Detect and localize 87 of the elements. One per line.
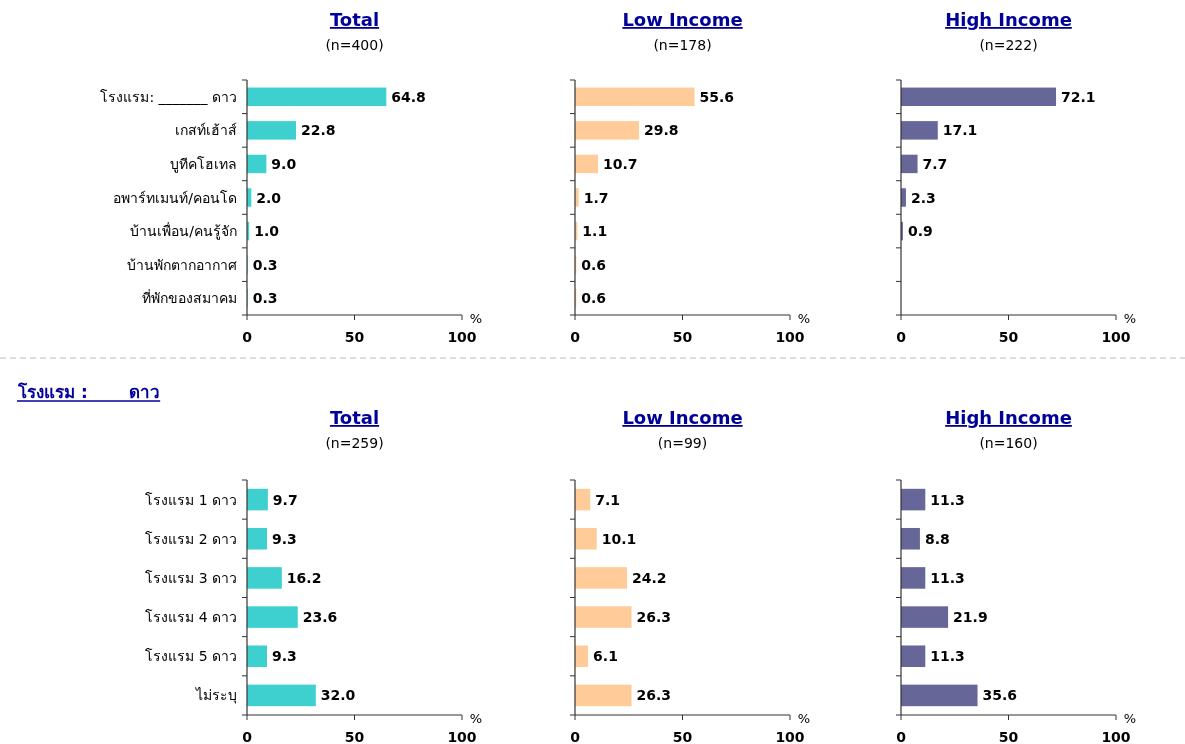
y-tick-label: บ้านเพื่อน/คนรู้จัก: [130, 222, 237, 241]
data-label: 17.1: [942, 122, 978, 139]
y-tick-label: เกสท์เฮ้าส์: [175, 122, 237, 139]
data-label: 55.6: [699, 88, 735, 105]
chart-subtitle: (n=222): [979, 37, 1038, 53]
y-tick-label: บ้านพักตากอากาศ: [127, 256, 237, 273]
data-label: 0.3: [252, 256, 278, 273]
x-tick-label: 50: [998, 329, 1019, 345]
data-label: 24.2: [632, 569, 667, 586]
data-label: 35.6: [982, 687, 1018, 704]
y-tick-label: โรงแรม 4 ดาว: [145, 609, 237, 626]
x-tick-label: 100: [775, 729, 805, 744]
x-tick-label: 100: [775, 329, 805, 345]
chart-title: High Income: [945, 407, 1072, 428]
data-label: 0.6: [581, 290, 607, 307]
data-label: 16.2: [286, 569, 322, 586]
y-tick-label: ที่พักของสมาคม: [142, 289, 237, 307]
x-tick-label: 0: [896, 729, 907, 744]
chart-title: Total: [329, 407, 380, 428]
chart-subtitle: (n=160): [979, 435, 1038, 451]
chart-title: Low Income: [622, 9, 743, 30]
chart-subtitle: (n=178): [653, 37, 712, 53]
x-tick-label: 0: [570, 329, 581, 345]
data-label: 7.7: [922, 155, 948, 172]
data-label: 22.8: [301, 122, 336, 139]
data-label: 9.0: [271, 155, 297, 172]
data-label: 11.3: [930, 569, 965, 586]
data-label: 9.7: [272, 491, 298, 508]
chart-subtitle: (n=259): [325, 435, 384, 451]
x-tick-label: 50: [344, 329, 365, 345]
data-label: 2.0: [256, 189, 282, 206]
text: โรงแรม : ดาว: [17, 382, 161, 402]
chart-title: Total: [329, 9, 380, 30]
y-tick-label: โรงแรม 5 ดาว: [145, 648, 237, 665]
data-label: 6.1: [593, 648, 618, 665]
x-tick-label: 0: [570, 729, 581, 744]
y-tick-label: อพาร์ทเมนท์/คอนโด: [113, 189, 237, 206]
data-label: 23.6: [302, 609, 338, 626]
data-label: 11.3: [930, 491, 965, 508]
x-axis-title: %: [469, 311, 483, 326]
chart-title: High Income: [945, 9, 1072, 30]
data-label: 26.3: [636, 609, 672, 626]
x-tick-label: 50: [344, 729, 365, 744]
y-tick-label: บูทีคโฮเทล: [170, 155, 237, 173]
x-tick-label: 100: [1101, 729, 1131, 744]
data-label: 0.3: [252, 290, 278, 307]
y-tick-label: โรงแรม 1 ดาว: [145, 491, 237, 508]
data-label: 1.7: [583, 189, 609, 206]
data-label: 0.9: [907, 223, 933, 240]
data-label: 2.3: [910, 189, 936, 206]
x-tick-label: 0: [242, 729, 253, 744]
data-label: 10.7: [603, 155, 638, 172]
data-label: 32.0: [320, 687, 356, 704]
x-axis-title: %: [1123, 711, 1137, 726]
data-label: 9.3: [271, 648, 297, 665]
data-label: 7.1: [595, 491, 621, 508]
data-label: 26.3: [636, 687, 672, 704]
x-axis-title: %: [797, 711, 811, 726]
data-label: 1.1: [582, 223, 608, 240]
data-label: 29.8: [644, 122, 679, 139]
data-label: 0.6: [581, 256, 607, 273]
data-label: 11.3: [930, 648, 965, 665]
x-tick-label: 100: [447, 729, 477, 744]
x-axis-title: %: [797, 311, 811, 326]
data-label: 72.1: [1061, 88, 1096, 105]
data-label: 9.3: [271, 530, 297, 547]
y-tick-label: โรงแรม 3 ดาว: [145, 569, 237, 586]
x-axis-title: %: [1123, 311, 1137, 326]
x-tick-label: 0: [242, 329, 253, 345]
x-tick-label: 50: [998, 729, 1019, 744]
x-tick-label: 100: [1101, 329, 1131, 345]
x-tick-label: 50: [672, 729, 693, 744]
y-tick-label: โรงแรม 2 ดาว: [145, 530, 237, 547]
y-tick-label: ไม่ระบุ: [195, 687, 237, 705]
y-tick-label: โรงแรม: _______ ดาว: [100, 88, 237, 105]
x-tick-label: 0: [896, 329, 907, 345]
data-label: 1.0: [254, 223, 280, 240]
x-tick-label: 100: [447, 329, 477, 345]
chart-title: Low Income: [622, 407, 743, 428]
data-label: 21.9: [953, 609, 988, 626]
chart-subtitle: (n=99): [657, 435, 708, 451]
x-tick-label: 50: [672, 329, 693, 345]
data-label: 64.8: [391, 88, 426, 105]
x-axis-title: %: [469, 711, 483, 726]
data-label: 10.1: [601, 530, 637, 547]
data-label: 8.8: [924, 530, 950, 547]
chart-subtitle: (n=400): [325, 37, 384, 53]
